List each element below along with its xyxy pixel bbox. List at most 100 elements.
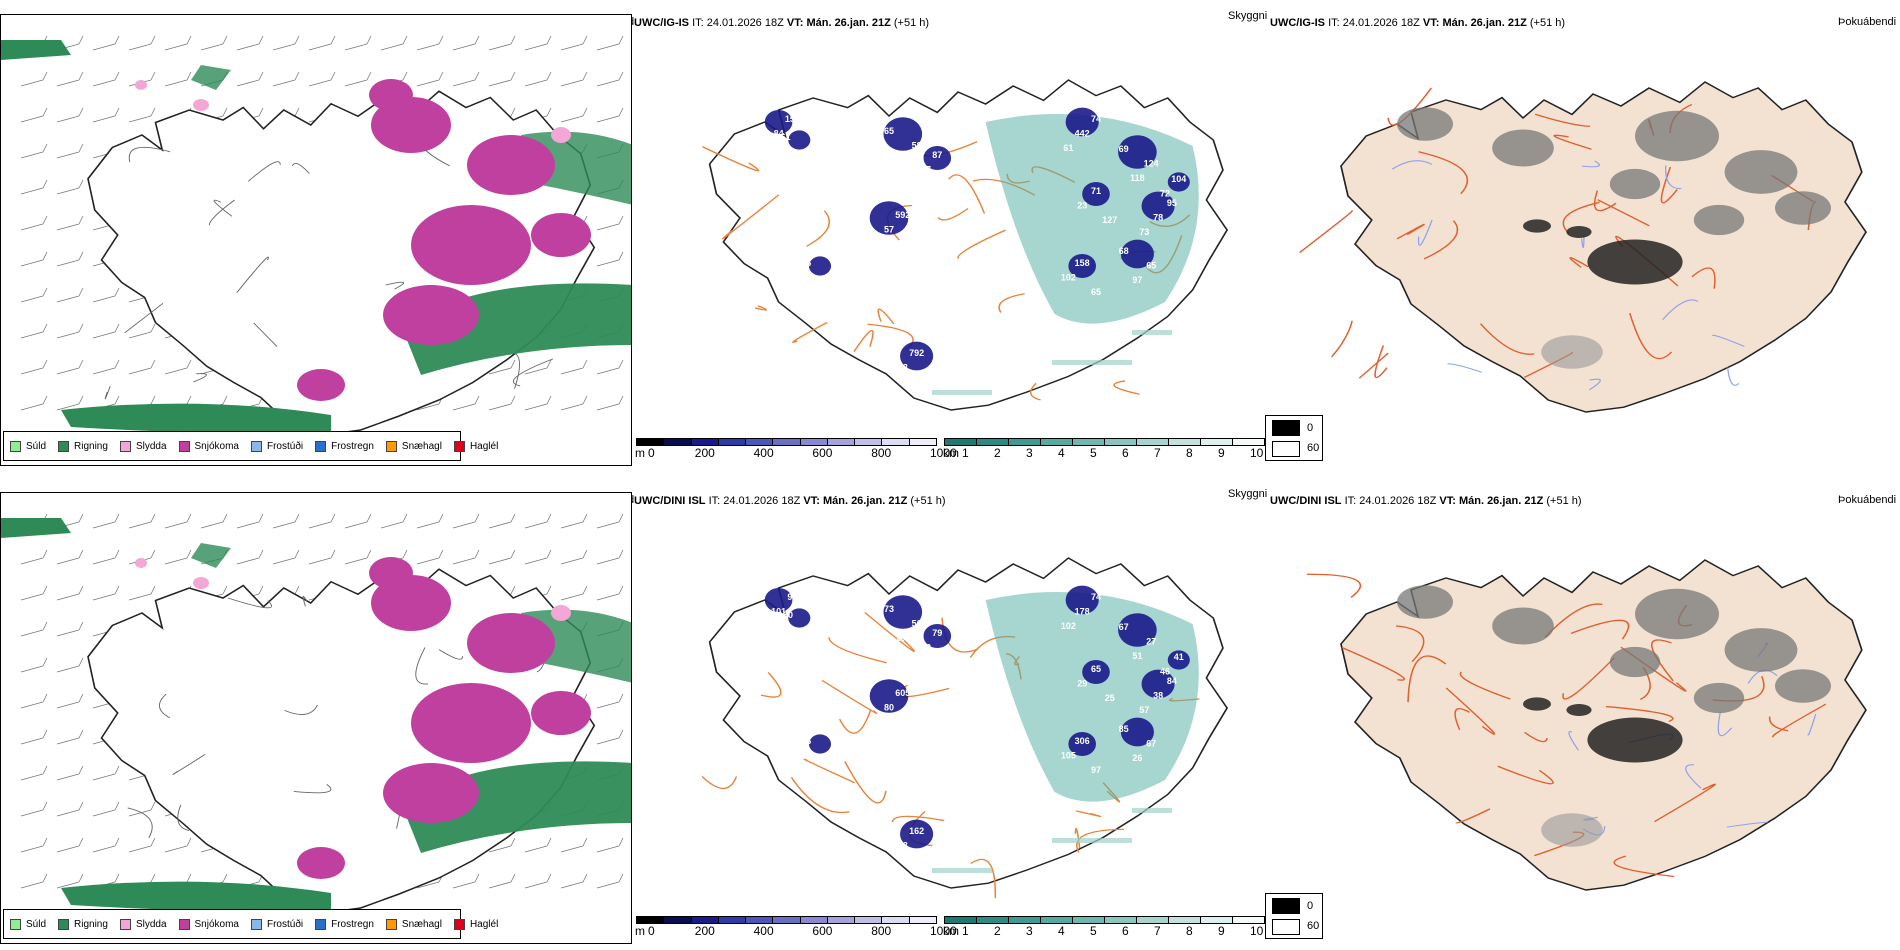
wind-barb — [596, 549, 624, 565]
low-cloud-area — [923, 146, 952, 170]
wind-barb — [20, 549, 48, 565]
wind-barb — [200, 35, 228, 51]
valid-time: Mán. 26.jan. 21Z — [822, 495, 908, 507]
header-fog: UWC/IG-IS IT: 24.01.2026 18Z VT: Mán. 26… — [1270, 16, 1565, 30]
wind-barb — [20, 179, 48, 195]
wind-barb — [524, 837, 552, 853]
wind-barb — [344, 513, 372, 529]
visibility-map-svg: 65 87 74 69 71 95 68 158 592 56 792 158 61 104 58 137 44… — [702, 79, 1229, 411]
wind-barb — [344, 71, 372, 87]
sleet-area — [193, 99, 209, 111]
iceland-outline — [1299, 81, 1867, 413]
colorbar-cell — [1136, 916, 1169, 924]
it-label: IT: — [692, 17, 704, 29]
wind-barb — [20, 585, 48, 601]
wind-barb — [20, 251, 48, 267]
legend-label: Slydda — [135, 918, 167, 930]
legend-item: Rigning — [58, 440, 108, 452]
snow-area — [369, 79, 413, 111]
ceiling-label: 101 — [771, 606, 786, 616]
wind-barb — [56, 143, 84, 159]
it-label: IT: — [1344, 495, 1357, 507]
fog-index-area — [1693, 682, 1745, 714]
low-cloud-area — [923, 624, 952, 648]
sleet-area — [193, 577, 209, 589]
wind-barb — [560, 873, 588, 889]
ceiling-label: 73 — [884, 604, 894, 614]
low-cloud-area — [1082, 660, 1110, 684]
legend-swatch — [178, 918, 190, 930]
fog-index-legend: 0 60 — [1265, 415, 1323, 461]
low-cloud-area — [1065, 585, 1099, 615]
ceiling-label: 79 — [870, 239, 880, 249]
wind-barb — [416, 513, 444, 529]
wind-barb — [20, 323, 48, 339]
legend-swatch — [250, 440, 262, 452]
wind-barb — [92, 107, 120, 123]
wind-barb — [20, 801, 48, 817]
colorbar-cell — [636, 916, 665, 924]
legend-swatch — [10, 918, 21, 930]
colorbar-cell — [826, 916, 856, 924]
fog-map-svg — [1299, 81, 1867, 413]
wind-barb — [560, 837, 588, 853]
wind-barb — [92, 765, 120, 781]
wind-barb — [56, 323, 84, 339]
ceiling-label: 78 — [1153, 212, 1163, 222]
ceiling-label: 61 — [780, 132, 790, 142]
init-time: 24.01.2026 18Z — [1359, 495, 1437, 507]
forecast-row: UWC/IG-IS IT: 24.01.2026 18Z VT: Mán. 26… — [0, 0, 1900, 470]
fog-index-area — [1541, 335, 1603, 369]
ceiling-label: 158 — [1075, 258, 1090, 268]
colorbar-tick: 600 — [812, 924, 833, 938]
legend-label-60: 60 — [1307, 920, 1320, 932]
ceiling-label: 72 — [1160, 188, 1170, 198]
colorbar-unit: km — [943, 924, 959, 938]
colorbar-cell — [772, 916, 801, 924]
wind-barb — [596, 585, 624, 601]
wind-barb — [56, 801, 84, 817]
fog-index-area — [1609, 646, 1661, 678]
header-visibility: UWC/DINI ISL IT: 24.01.2026 18Z VT: Mán.… — [634, 494, 946, 508]
wind-barb — [344, 35, 372, 51]
rain-area — [191, 65, 231, 90]
legend-label: Súld — [26, 440, 47, 452]
ceiling-label: 58 — [898, 362, 908, 372]
wind-barb — [416, 35, 444, 51]
fog-index-area — [1523, 697, 1551, 711]
ceiling-label: 74 — [1091, 592, 1101, 602]
init-time: 24.01.2026 18Z — [723, 495, 801, 507]
low-cloud-area — [883, 595, 923, 629]
snow-area — [411, 205, 531, 285]
wind-barb — [596, 395, 624, 411]
fog-index-area — [1492, 129, 1554, 167]
vt-label: VT: — [786, 17, 804, 29]
wind-barb — [488, 359, 516, 375]
sleet-area — [551, 605, 571, 621]
legend-swatch — [10, 440, 21, 452]
ceiling-label: 85 — [1119, 724, 1129, 734]
low-cloud-area — [1141, 669, 1175, 699]
fog-index-area — [1566, 704, 1592, 716]
wind-barb — [92, 35, 120, 51]
wind-barb — [56, 729, 84, 745]
wind-barb — [236, 513, 264, 529]
rain-area — [1, 40, 71, 60]
colorbar-unit: m — [635, 446, 645, 460]
colorbar-tick: 2 — [994, 924, 1001, 938]
offshore-fog-streak — [1052, 838, 1132, 843]
wind-barb — [128, 837, 156, 853]
ceiling-label: 84 — [1167, 676, 1177, 686]
ceiling-label: 74 — [1091, 114, 1101, 124]
ceiling-label: 104 — [944, 657, 959, 667]
low-cloud-area — [1118, 613, 1157, 647]
wind-barb — [524, 395, 552, 411]
low-cloud-area — [869, 679, 909, 713]
low-cloud-area — [900, 819, 934, 849]
low-cloud-area — [788, 130, 811, 150]
colorbar-cell — [663, 916, 692, 924]
colorbar-cell — [1136, 438, 1169, 446]
legend-label: Snæhagl — [401, 918, 442, 930]
colorbar-tick: 6 — [1122, 924, 1129, 938]
fog-index-area — [1492, 607, 1554, 645]
